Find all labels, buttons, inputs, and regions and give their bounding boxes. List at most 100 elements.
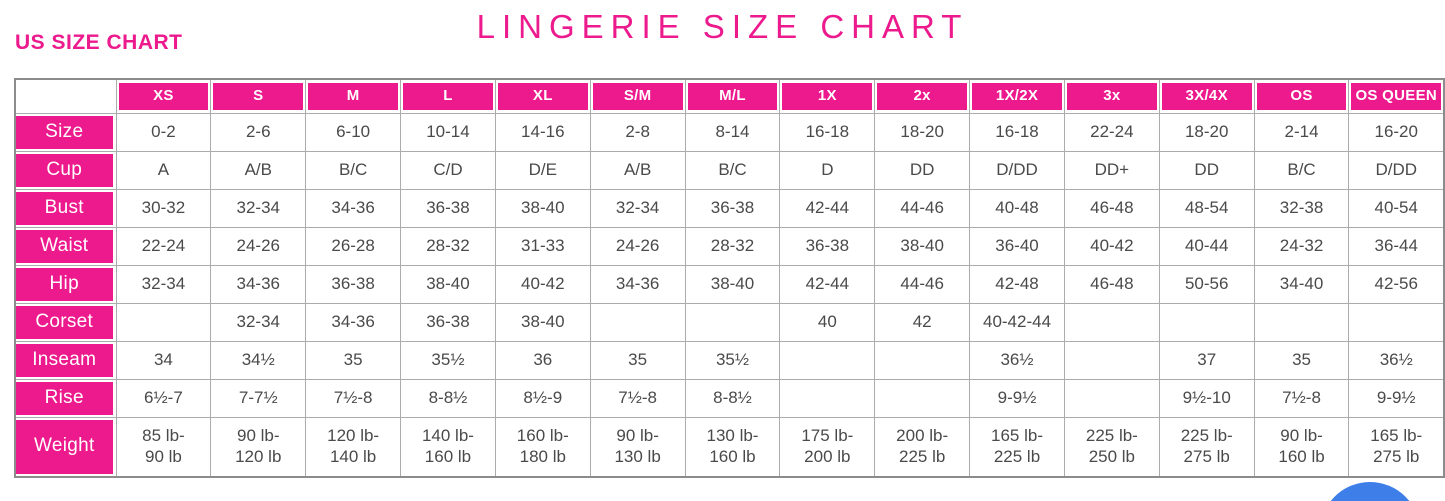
table-cell: 42-44 — [779, 264, 876, 304]
table-cell: 32-34 — [115, 264, 212, 304]
column-header: M/L — [684, 78, 781, 114]
table-cell — [874, 340, 971, 380]
column-header-label: 1X — [782, 83, 873, 110]
table-cell: 36-38 — [305, 264, 402, 304]
table-row: Inseam 34 34½ 35 35½ 36 35 35½ 36½ 37 35 36½ — [14, 340, 1445, 380]
table-cell: 8-14 — [684, 112, 781, 152]
table-row: Corset 32-34 34-36 36-38 38-40 40 42 40-42-44 — [14, 302, 1445, 342]
table-cell: 42 — [874, 302, 971, 342]
column-header: XL — [494, 78, 591, 114]
table-cell — [684, 302, 781, 342]
row-label-text: Corset — [16, 305, 113, 339]
table-cell: 40-42-44 — [969, 302, 1065, 342]
row-label: Waist — [14, 226, 117, 266]
table-cell: A/B — [589, 150, 686, 190]
table-cell: DD — [1158, 150, 1255, 190]
table-cell: 90 lb- 160 lb — [1253, 416, 1350, 478]
table-cell: 120 lb- 140 lb — [305, 416, 402, 478]
table-cell: 8½-9 — [494, 378, 591, 418]
table-cell: 9-9½ — [969, 378, 1065, 418]
table-cell: DD+ — [1063, 150, 1160, 190]
table-cell: A/B — [210, 150, 307, 190]
row-label-text: Rise — [16, 381, 113, 415]
column-header-label: S — [213, 83, 304, 110]
table-cell: 38-40 — [494, 302, 591, 342]
table-cell: 200 lb- 225 lb — [874, 416, 971, 478]
table-cell: 34-36 — [305, 188, 402, 228]
table-cell: 40-42 — [494, 264, 591, 304]
table-cell — [1253, 302, 1350, 342]
table-cell — [589, 302, 686, 342]
table-cell: C/D — [400, 150, 496, 190]
table-cell: 46-48 — [1063, 188, 1160, 228]
table-cell: 26-28 — [305, 226, 402, 266]
table-cell: 18-20 — [1158, 112, 1255, 152]
column-header: L — [400, 78, 496, 114]
table-cell: 24-26 — [210, 226, 307, 266]
table-cell: 36½ — [1348, 340, 1445, 380]
lingerie-size-table: XS S M L XL S/M M/L 1X 2x 1X/2X 3x 3X/4X OS OS QUEEN … — [14, 78, 1445, 478]
table-cell: 32-34 — [210, 302, 307, 342]
table-row: Weight 85 lb- 90 lb 90 lb- 120 lb 120 lb- 1… — [14, 416, 1445, 478]
table-cell: 7-7½ — [210, 378, 307, 418]
row-label-text: Hip — [16, 267, 113, 301]
table-cell: 8-8½ — [400, 378, 496, 418]
table-cell: 40-42 — [1063, 226, 1160, 266]
row-label: Bust — [14, 188, 117, 228]
column-header-label: 1X/2X — [972, 83, 1062, 110]
table-cell: 40 — [779, 302, 876, 342]
table-cell: 34 — [115, 340, 212, 380]
table-cell — [1063, 378, 1160, 418]
table-cell: 24-32 — [1253, 226, 1350, 266]
row-label: Weight — [14, 416, 117, 478]
table-cell: 0-2 — [115, 112, 212, 152]
table-cell: B/C — [1253, 150, 1350, 190]
table-cell: 18-20 — [874, 112, 971, 152]
table-cell: 35 — [305, 340, 402, 380]
chat-button[interactable] — [1320, 482, 1420, 501]
row-label: Inseam — [14, 340, 117, 380]
table-row: Hip 32-34 34-36 36-38 38-40 40-42 34-36 38-40 42… — [14, 264, 1445, 304]
table-cell: 32-34 — [210, 188, 307, 228]
row-label-text: Cup — [16, 153, 113, 187]
table-cell: D/DD — [1348, 150, 1445, 190]
table-cell: 16-20 — [1348, 112, 1445, 152]
table-cell: 40-48 — [969, 188, 1065, 228]
column-header: S/M — [589, 78, 686, 114]
column-header: M — [305, 78, 402, 114]
page-title: LINGERIE SIZE CHART — [476, 8, 969, 45]
table-cell: 35 — [1253, 340, 1350, 380]
table-cell — [115, 302, 212, 342]
table-cell: 2-6 — [210, 112, 307, 152]
table-cell: 36-38 — [684, 188, 781, 228]
table-cell: 42-48 — [969, 264, 1065, 304]
table-cell: 2-8 — [589, 112, 686, 152]
table-cell — [1348, 302, 1445, 342]
table-cell: 38-40 — [684, 264, 781, 304]
column-header-label: OS — [1256, 83, 1347, 110]
column-header: 1X/2X — [969, 78, 1065, 114]
table-row: Cup A A/B B/C C/D D/E A/B B/C D DD D/DD DD+ DD B/C D/D… — [14, 150, 1445, 190]
column-header: OS — [1253, 78, 1350, 114]
table-cell: 175 lb- 200 lb — [779, 416, 876, 478]
corner-cell — [14, 78, 117, 114]
column-header-label: M — [308, 83, 399, 110]
table-cell: 90 lb- 120 lb — [210, 416, 307, 478]
table-cell: 36 — [494, 340, 591, 380]
row-label-text: Size — [16, 115, 113, 149]
column-header-label: 3X/4X — [1161, 83, 1252, 110]
column-header-label: XL — [497, 83, 588, 110]
table-cell: 35½ — [400, 340, 496, 380]
column-header-label: M/L — [687, 83, 778, 110]
column-header-label: L — [403, 83, 493, 110]
table-cell: D/DD — [969, 150, 1065, 190]
column-header-label: S/M — [592, 83, 683, 110]
table-cell — [779, 378, 876, 418]
table-cell: 44-46 — [874, 188, 971, 228]
table-body: Size 0-2 2-6 6-10 10-14 14-16 2-8 8-14 16-18 18-2… — [14, 112, 1445, 478]
table-cell: 36-40 — [969, 226, 1065, 266]
table-cell: 46-48 — [1063, 264, 1160, 304]
table-cell: B/C — [305, 150, 402, 190]
table-cell: 140 lb- 160 lb — [400, 416, 496, 478]
